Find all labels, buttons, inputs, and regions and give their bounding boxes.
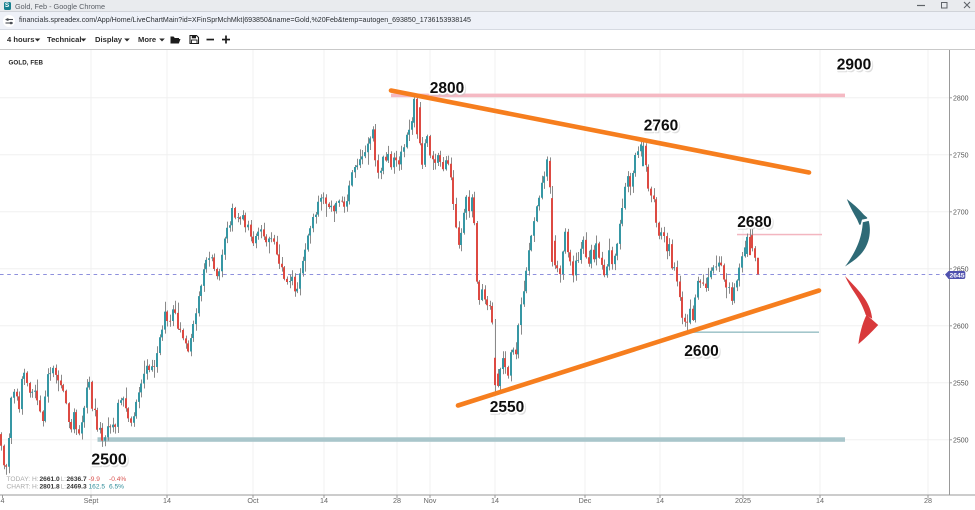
svg-text:14: 14 [816,496,824,505]
svg-text:2025: 2025 [735,496,751,505]
svg-text:2680: 2680 [739,215,773,232]
svg-text:2680: 2680 [737,214,771,231]
svg-text:2661.0: 2661.0 [40,476,61,483]
svg-text:2800: 2800 [431,81,465,98]
svg-text:2801.8: 2801.8 [40,484,61,491]
svg-text:2550: 2550 [490,399,524,416]
svg-text:2750: 2750 [953,152,969,159]
svg-text:Nov: Nov [424,496,437,505]
svg-text:28: 28 [924,496,932,505]
svg-text:2600: 2600 [684,343,718,360]
svg-text:14: 14 [320,496,328,505]
svg-text:14: 14 [163,496,171,505]
svg-text:2800: 2800 [953,95,969,102]
svg-text:2500: 2500 [953,437,969,444]
svg-text:2500: 2500 [91,452,127,469]
svg-text:14: 14 [491,496,499,505]
svg-text:-0.4%: -0.4% [109,476,126,483]
svg-text:2700: 2700 [953,209,969,216]
svg-text:2760: 2760 [645,119,679,136]
svg-text:-9.9: -9.9 [89,476,101,483]
svg-text:H:: H: [32,476,39,483]
svg-text:TODAY:: TODAY: [7,476,31,483]
svg-text:2645: 2645 [949,272,964,279]
svg-text:2650: 2650 [953,266,969,273]
svg-text:GOLD, FEB: GOLD, FEB [9,60,44,67]
svg-text:2900: 2900 [837,57,871,74]
svg-text:2636.7: 2636.7 [67,476,88,483]
svg-text:6.5%: 6.5% [109,484,124,491]
svg-text:2500: 2500 [93,453,129,470]
svg-text:Sept: Sept [84,496,99,505]
svg-text:H:: H: [32,484,39,491]
svg-text:2550: 2550 [953,380,969,387]
svg-text:Oct: Oct [247,496,258,505]
svg-text:2600: 2600 [686,344,720,361]
svg-text:2550: 2550 [491,400,525,417]
svg-text:Dec: Dec [579,496,592,505]
svg-text:CHART:: CHART: [7,484,31,491]
svg-text:4: 4 [1,496,5,505]
svg-text:L:: L: [61,484,67,491]
svg-text:L:: L: [61,476,67,483]
svg-text:28: 28 [393,496,401,505]
svg-text:2469.3: 2469.3 [67,484,88,491]
svg-text:2760: 2760 [644,118,678,135]
svg-text:2900: 2900 [838,58,872,75]
svg-text:14: 14 [656,496,664,505]
svg-text:162.5: 162.5 [89,484,106,491]
svg-text:2600: 2600 [953,323,969,330]
svg-text:2800: 2800 [430,80,464,97]
